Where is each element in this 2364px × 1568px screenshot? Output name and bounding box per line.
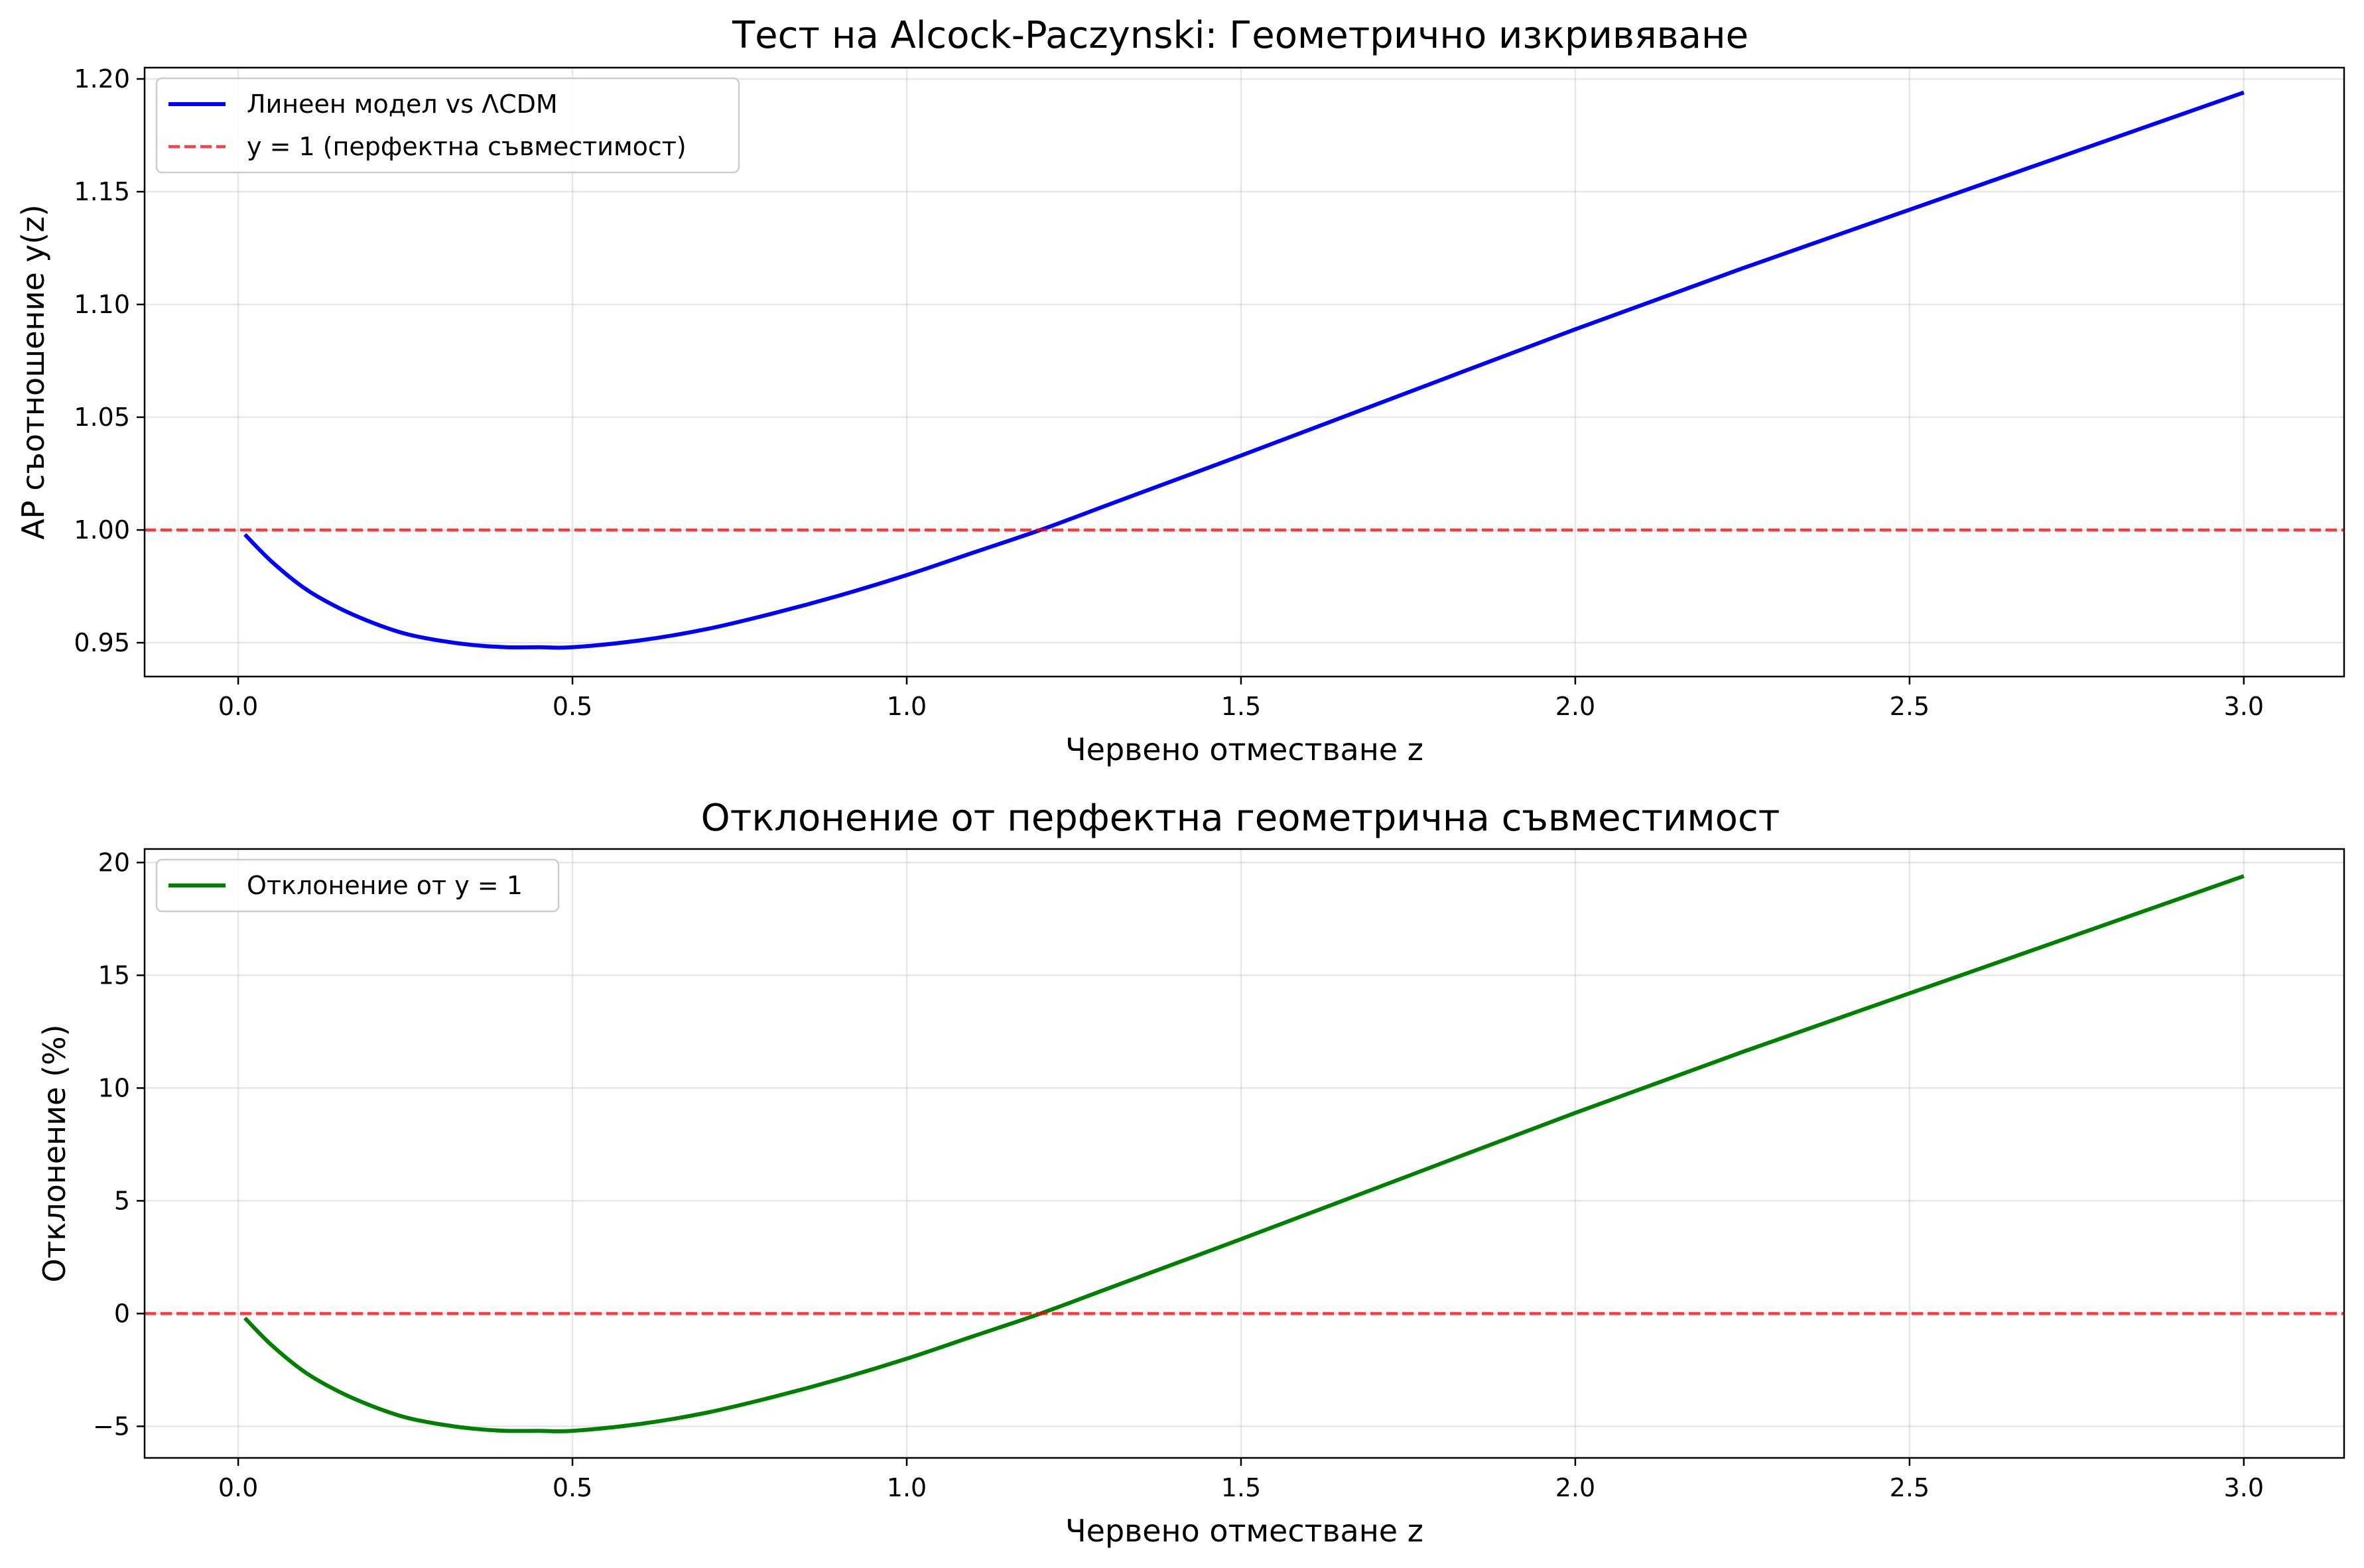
y-tick-label: 20 bbox=[98, 848, 130, 877]
x-tick-label: 2.5 bbox=[1890, 692, 1930, 721]
y-ticks: −5 0 5 10 15 20 bbox=[93, 848, 145, 1441]
x-tick-label: 1.0 bbox=[887, 1473, 927, 1502]
y-tick-label: 15 bbox=[98, 960, 130, 990]
y-tick-label: 1.00 bbox=[74, 515, 130, 545]
x-tick-label: 2.5 bbox=[1890, 1473, 1930, 1502]
y-tick-label: 5 bbox=[114, 1186, 130, 1215]
plot-frame bbox=[143, 848, 2345, 1459]
y-tick-label: 1.10 bbox=[74, 290, 130, 319]
x-tick-label: 1.5 bbox=[1221, 1473, 1261, 1502]
plot-frame bbox=[143, 66, 2345, 678]
chart-title: Тест на Alcock-Paczynski: Геометрично из… bbox=[732, 14, 1748, 57]
x-tick-label: 0.5 bbox=[553, 1473, 592, 1502]
legend-label-model: Линеен модел vs ΛCDM bbox=[247, 90, 558, 119]
series-lines bbox=[145, 90, 2344, 650]
x-tick-label: 3.0 bbox=[2224, 692, 2264, 721]
y-tick-label: −5 bbox=[93, 1411, 130, 1441]
legend: Отклонение от y = 1 bbox=[155, 858, 560, 913]
y-tick-label: 0.95 bbox=[74, 628, 130, 657]
x-tick-label: 3.0 bbox=[2224, 1473, 2264, 1502]
y-ticks: 0.95 1.00 1.05 1.10 1.15 1.20 bbox=[74, 64, 145, 657]
y-axis-label: AP съотношение y(z) bbox=[15, 204, 51, 539]
x-tick-label: 0.0 bbox=[218, 692, 258, 721]
x-tick-label: 1.5 bbox=[1221, 692, 1261, 721]
y-tick-label: 1.05 bbox=[74, 403, 130, 432]
x-ticks: 0.0 0.5 1.0 1.5 2.0 2.5 3.0 bbox=[218, 1458, 2264, 1502]
y-tick-label: 1.15 bbox=[74, 177, 130, 206]
x-axis-label: Червено отместване z bbox=[1065, 1513, 1423, 1549]
subplot-ap-ratio: Тест на Alcock-Paczynski: Геометрично из… bbox=[15, 14, 2345, 767]
series-line bbox=[243, 90, 2245, 650]
subplot-deviation: Отклонение от перфектна геометрична съвм… bbox=[36, 797, 2345, 1549]
x-ticks: 0.0 0.5 1.0 1.5 2.0 2.5 3.0 bbox=[218, 677, 2264, 721]
y-axis-label: Отклонение (%) bbox=[36, 1024, 72, 1282]
x-axis-label: Червено отместване z bbox=[1065, 732, 1423, 767]
y-tick-label: 10 bbox=[98, 1073, 130, 1102]
x-tick-label: 1.0 bbox=[887, 692, 927, 721]
legend-label-reference: y = 1 (перфектна съвместимост) bbox=[247, 132, 687, 161]
legend: Линеен модел vs ΛCDM y = 1 (перфектна съ… bbox=[155, 77, 740, 174]
series-lines bbox=[145, 874, 2344, 1433]
y-tick-label: 1.20 bbox=[74, 64, 130, 94]
gridlines bbox=[145, 849, 2344, 1458]
y-tick-label: 0 bbox=[114, 1299, 130, 1328]
x-tick-label: 0.0 bbox=[218, 1473, 258, 1502]
legend-label-deviation: Отклонение от y = 1 bbox=[247, 871, 523, 900]
x-tick-label: 2.0 bbox=[1555, 692, 1595, 721]
chart-title: Отклонение от перфектна геометрична съвм… bbox=[701, 797, 1780, 840]
series-line bbox=[243, 874, 2245, 1433]
x-tick-label: 0.5 bbox=[553, 692, 592, 721]
legend-box bbox=[155, 858, 560, 913]
x-tick-label: 2.0 bbox=[1555, 1473, 1595, 1502]
legend-box bbox=[155, 77, 740, 174]
